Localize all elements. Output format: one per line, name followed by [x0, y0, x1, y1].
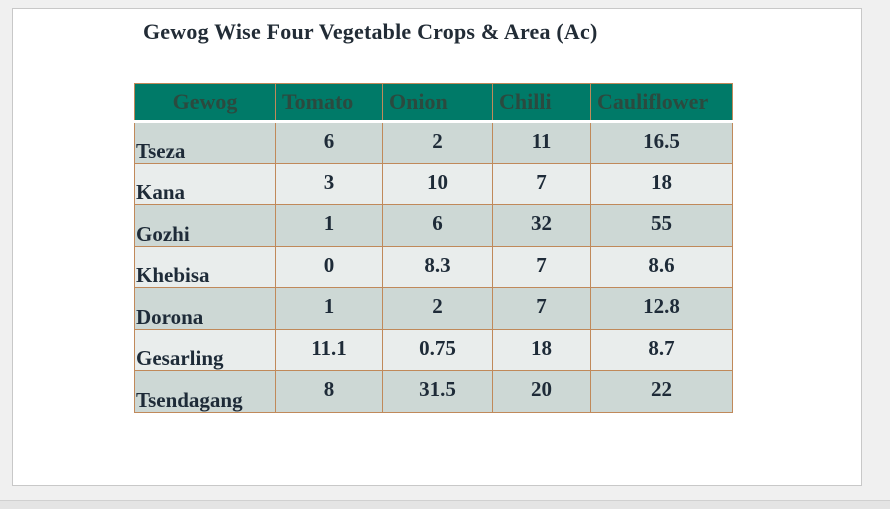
cauliflower-cell: 8.7 — [590, 328, 733, 371]
tomato-cell: 6 — [275, 121, 383, 164]
tomato-cell: 3 — [275, 162, 383, 205]
tomato-cell: 1 — [275, 287, 383, 330]
cauliflower-cell: 55 — [590, 204, 733, 247]
onion-cell: 2 — [382, 121, 493, 164]
onion-cell: 10 — [382, 162, 493, 205]
column-header-cauliflower: Cauliflower — [590, 83, 733, 122]
slide-canvas: Gewog Wise Four Vegetable Crops & Area (… — [12, 8, 862, 486]
onion-cell: 8.3 — [382, 245, 493, 288]
tomato-cell: 1 — [275, 204, 383, 247]
onion-cell: 2 — [382, 287, 493, 330]
tomato-cell: 8 — [275, 370, 383, 413]
column-header-onion: Onion — [382, 83, 493, 122]
gewog-cell: Gesarling — [134, 328, 276, 371]
column-header-gewog: Gewog — [134, 83, 276, 122]
table-header-row: Gewog Tomato Onion Chilli Cauliflower — [134, 83, 733, 122]
column-header-chilli: Chilli — [492, 83, 591, 122]
cauliflower-cell: 12.8 — [590, 287, 733, 330]
page-title: Gewog Wise Four Vegetable Crops & Area (… — [143, 19, 598, 44]
window-bottom-edge — [0, 500, 890, 509]
gewog-cell: Tseza — [134, 121, 276, 164]
table-row: Gesarling 11.1 0.75 18 8.7 — [134, 328, 733, 371]
gewog-cell: Tsendagang — [134, 370, 276, 413]
chilli-cell: 20 — [492, 370, 591, 413]
cauliflower-cell: 8.6 — [590, 245, 733, 288]
gewog-cell: Dorona — [134, 287, 276, 330]
table-row: Kana 3 10 7 18 — [134, 162, 733, 205]
chilli-cell: 7 — [492, 162, 591, 205]
table-row: Gozhi 1 6 32 55 — [134, 204, 733, 247]
tomato-cell: 11.1 — [275, 328, 383, 371]
gewog-cell: Gozhi — [134, 204, 276, 247]
onion-cell: 6 — [382, 204, 493, 247]
chilli-cell: 7 — [492, 287, 591, 330]
table-row: Tsendagang 8 31.5 20 22 — [134, 370, 733, 413]
onion-cell: 31.5 — [382, 370, 493, 413]
table-row: Dorona 1 2 7 12.8 — [134, 287, 733, 330]
crops-table: Gewog Tomato Onion Chilli Cauliflower Ts… — [134, 83, 733, 413]
chilli-cell: 18 — [492, 328, 591, 371]
gewog-cell: Khebisa — [134, 245, 276, 288]
onion-cell: 0.75 — [382, 328, 493, 371]
table-row: Khebisa 0 8.3 7 8.6 — [134, 245, 733, 288]
table-row: Tseza 6 2 11 16.5 — [134, 121, 733, 164]
chilli-cell: 7 — [492, 245, 591, 288]
cauliflower-cell: 18 — [590, 162, 733, 205]
chilli-cell: 11 — [492, 121, 591, 164]
cauliflower-cell: 16.5 — [590, 121, 733, 164]
cauliflower-cell: 22 — [590, 370, 733, 413]
tomato-cell: 0 — [275, 245, 383, 288]
column-header-tomato: Tomato — [275, 83, 383, 122]
gewog-cell: Kana — [134, 162, 276, 205]
chilli-cell: 32 — [492, 204, 591, 247]
